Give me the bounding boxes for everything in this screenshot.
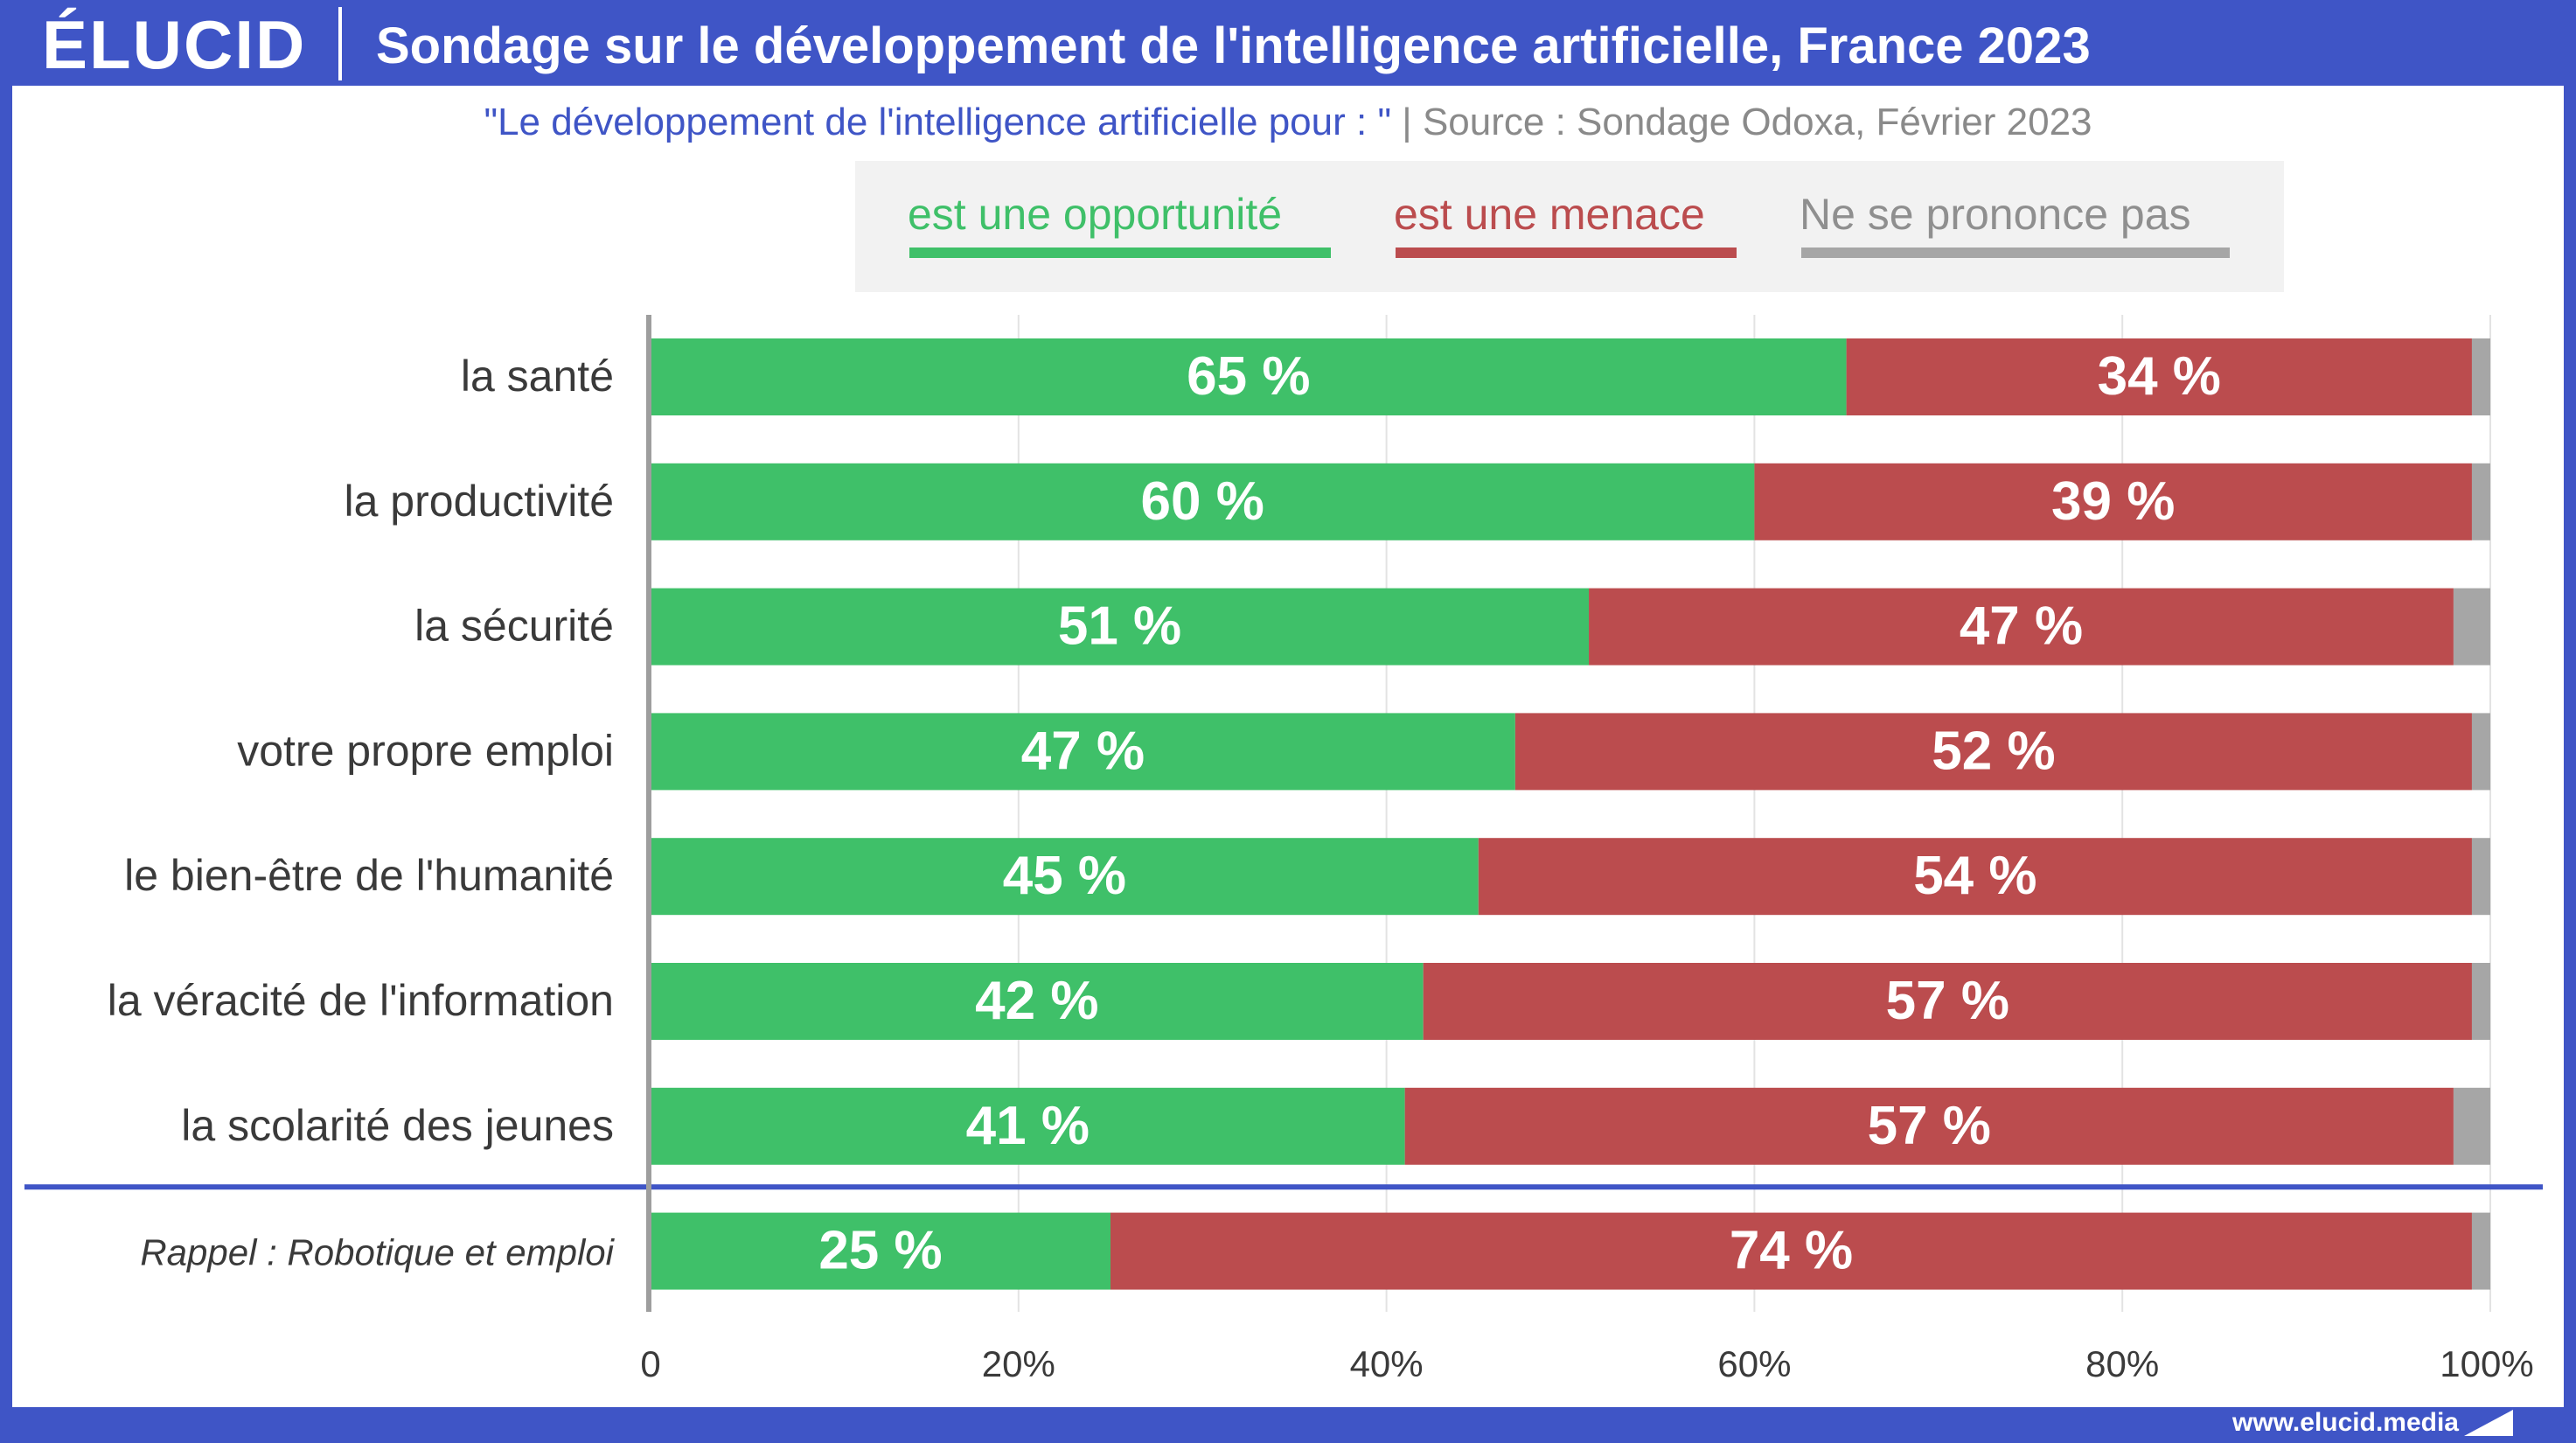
data-label: 65 % — [1187, 346, 1310, 407]
logo-divider — [338, 7, 342, 80]
legend-label-opportunity: est une opportunité — [908, 190, 1283, 239]
data-label: 41 % — [966, 1096, 1090, 1156]
data-label: 34 % — [2098, 346, 2221, 407]
data-label: 47 % — [1960, 596, 2083, 657]
legend-swatch-opportunity — [909, 247, 1331, 258]
bar-segment — [1514, 713, 2472, 791]
bar-segment — [651, 588, 1590, 666]
legend-label-no-answer: Ne se prononce pas — [1800, 190, 2191, 239]
bar-segment — [2471, 713, 2490, 791]
bar-segment — [2471, 963, 2490, 1040]
category-label: la santé — [461, 352, 614, 401]
bar-segment — [1423, 963, 2472, 1040]
category-label: Rappel : Robotique et emploi — [140, 1232, 615, 1273]
data-label: 54 % — [1913, 846, 2036, 906]
x-tick-label: 0 — [640, 1343, 660, 1384]
legend-swatch-no-answer — [1801, 247, 2230, 258]
bar-segment — [651, 338, 1847, 415]
legend-label-threat: est une menace — [1394, 190, 1705, 239]
category-label: la scolarité des jeunes — [181, 1101, 614, 1150]
bar-segment — [1404, 1087, 2454, 1165]
x-tick-label: 40% — [1350, 1343, 1424, 1384]
bar-segment — [2471, 838, 2490, 916]
x-tick-label: 100% — [2440, 1343, 2533, 1384]
bar-segment — [651, 1212, 1110, 1290]
subtitle-question: "Le développement de l'intelligence arti… — [484, 101, 1392, 143]
bar-segment — [2471, 1212, 2490, 1290]
bar-segment — [2471, 338, 2490, 415]
bar-segment — [651, 1087, 1405, 1165]
bar-segment — [2471, 463, 2490, 540]
bar-segment — [2453, 588, 2490, 666]
data-label: 57 % — [1886, 971, 2009, 1031]
bar-segment — [651, 838, 1479, 916]
bar-segment — [2453, 1087, 2490, 1165]
bar-segment — [651, 713, 1515, 791]
category-label: la véracité de l'information — [108, 976, 614, 1025]
x-tick-label: 60% — [1717, 1343, 1791, 1384]
bar-segment — [651, 963, 1424, 1040]
data-label: 39 % — [2051, 471, 2175, 532]
bar-segment — [651, 463, 1755, 540]
elucid-logo: ÉLUCID — [42, 6, 307, 83]
data-label: 51 % — [1058, 596, 1181, 657]
category-label: la productivité — [345, 477, 615, 526]
data-label: 25 % — [818, 1221, 942, 1281]
category-label: votre propre emploi — [237, 726, 614, 775]
footer-url[interactable]: www.elucid.media — [2232, 1408, 2459, 1437]
subtitle-source: Source : Sondage Odoxa, Février 2023 — [1422, 101, 2092, 143]
bar-segment — [1754, 463, 2472, 540]
data-label: 45 % — [1003, 846, 1126, 906]
legend — [855, 161, 2284, 292]
bar-segment — [1478, 838, 2472, 916]
bar-segment — [1110, 1212, 2472, 1290]
data-label: 60 % — [1141, 471, 1264, 532]
data-label: 52 % — [1932, 721, 2055, 781]
legend-swatch-threat — [1396, 247, 1737, 258]
x-tick-label: 20% — [982, 1343, 1055, 1384]
category-label: la sécurité — [414, 602, 614, 651]
subtitle-separator: | — [1391, 101, 1423, 143]
brand-arrow-icon — [2464, 1410, 2513, 1436]
chart-title: Sondage sur le développement de l'intell… — [376, 17, 2091, 74]
data-label: 42 % — [975, 971, 1098, 1031]
bar-segment — [1846, 338, 2472, 415]
bar-segment — [1589, 588, 2454, 666]
data-label: 57 % — [1868, 1096, 1991, 1156]
chart-subtitle: "Le développement de l'intelligence arti… — [0, 92, 2576, 153]
x-tick-label: 80% — [2085, 1343, 2159, 1384]
category-label: le bien-être de l'humanité — [124, 851, 614, 900]
data-label: 74 % — [1730, 1221, 1853, 1281]
data-label: 47 % — [1021, 721, 1145, 781]
